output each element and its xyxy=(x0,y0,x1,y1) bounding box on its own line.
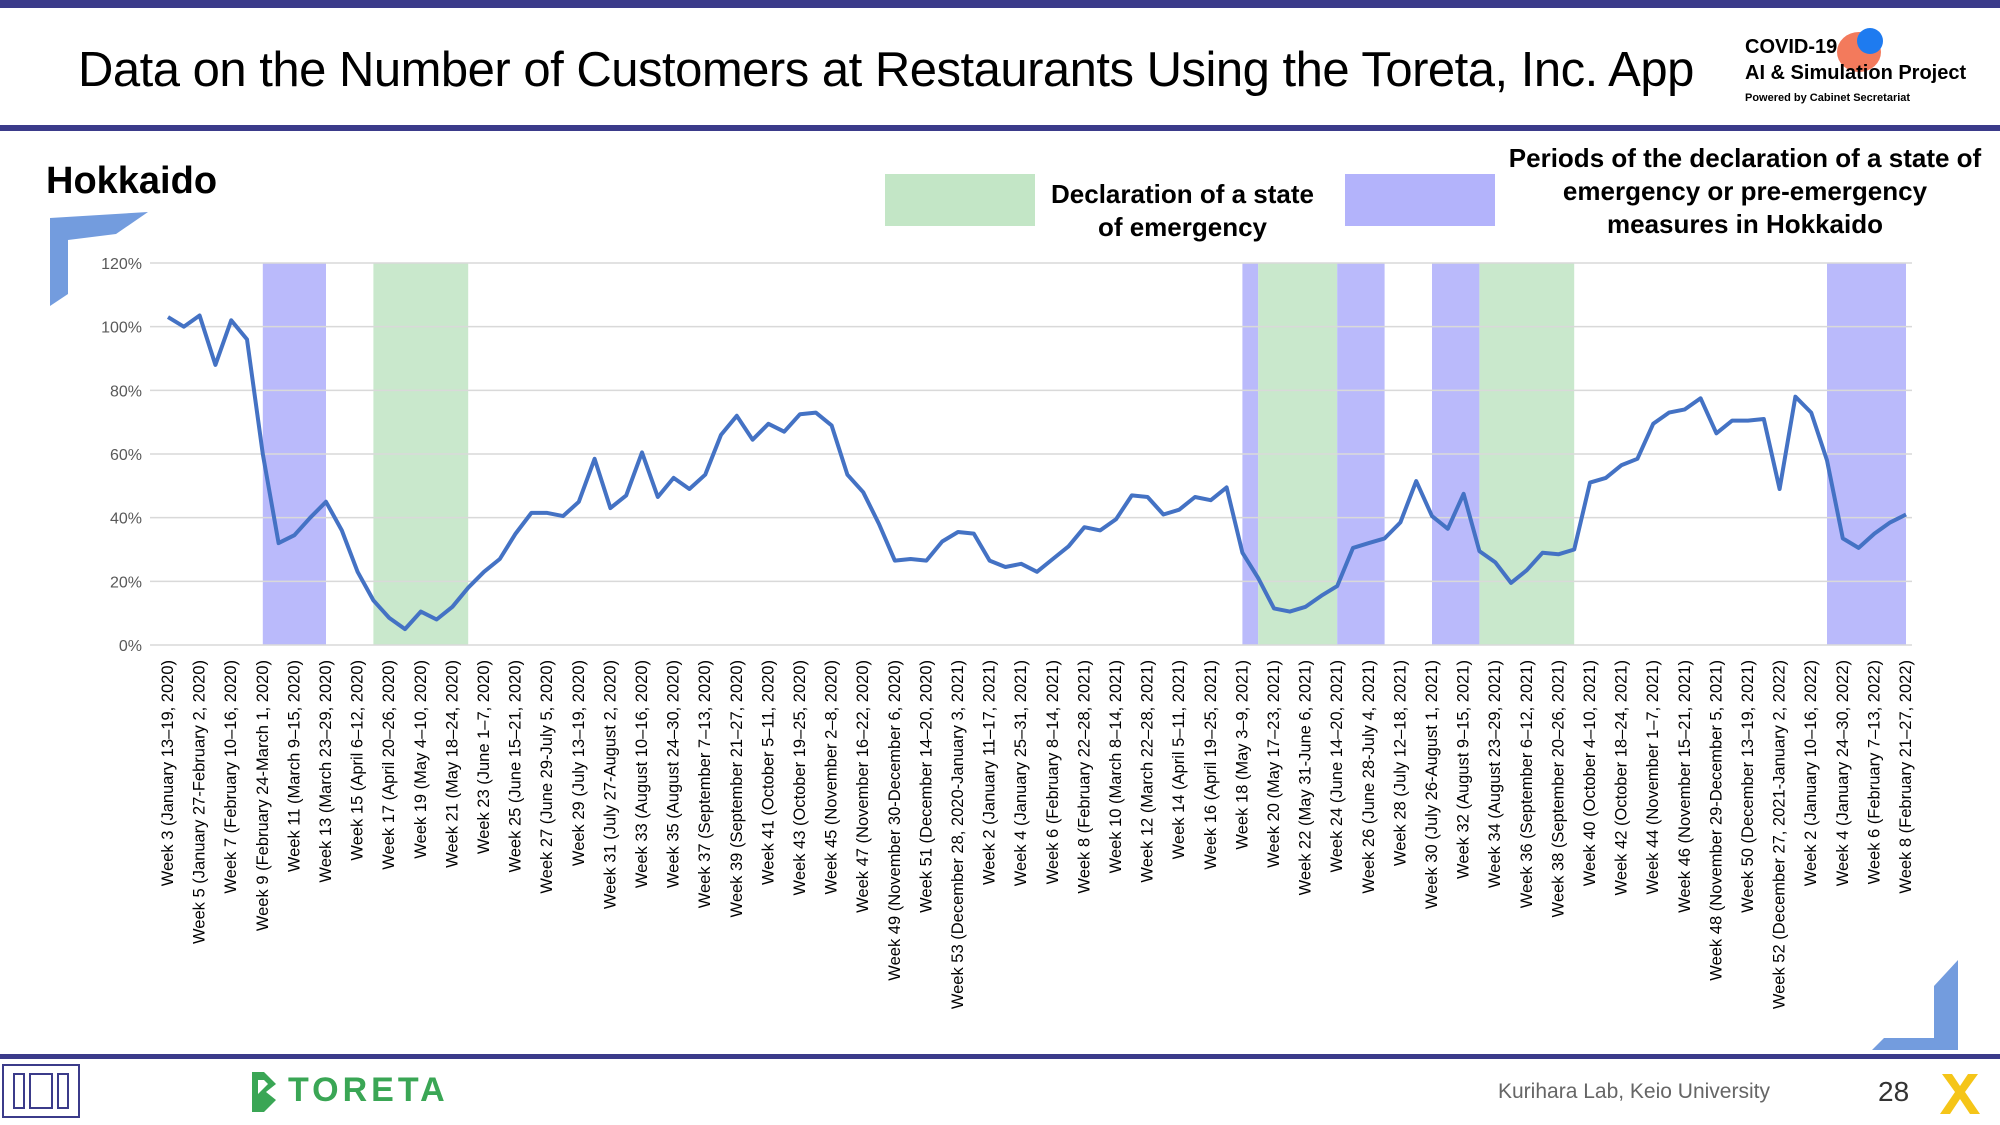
x-tick-label: Week 19 (May 4–10, 2020) xyxy=(412,660,430,859)
x-tick-label: Week 52 (December 27, 2021-January 2, 20… xyxy=(1771,660,1789,1009)
x-tick-label: Week 13 (March 23–29, 2020) xyxy=(317,660,335,883)
x-tick-label: Week 5 (January 27-February 2, 2020) xyxy=(191,660,209,944)
x-tick-label: Week 8 (February 22–28, 2021) xyxy=(1075,660,1093,894)
page-title: Data on the Number of Customers at Resta… xyxy=(78,43,1694,97)
x-tick-label: Week 7 (February 10–16, 2020) xyxy=(222,660,240,894)
x-tick-label: Week 6 (February 8–14, 2021) xyxy=(1044,660,1062,884)
y-tick-label: 60% xyxy=(110,447,142,464)
y-tick-label: 100% xyxy=(101,320,142,337)
logo-line-3: Powered by Cabinet Secretariat xyxy=(1745,92,1911,104)
x-tick-label: Week 24 (June 14–20, 2021) xyxy=(1328,660,1346,873)
x-tick-label: Week 41 (October 5–11, 2020) xyxy=(759,660,777,885)
x-tick-label: Week 46 (November 15–21, 2021) xyxy=(1676,660,1694,913)
x-tick-label: Week 20 (May 17–23, 2021) xyxy=(1265,660,1283,868)
x-tick-label: Week 38 (September 20–26, 2021) xyxy=(1549,660,1567,917)
corner-ornament-top-left xyxy=(50,212,148,306)
project-x-icon xyxy=(1940,1074,1980,1114)
x-tick-label: Week 40 (October 4–10, 2021) xyxy=(1581,660,1599,886)
x-tick-label: Week 17 (April 20–26, 2020) xyxy=(380,660,398,870)
x-tick-label: Week 18 (May 3–9, 2021) xyxy=(1233,660,1251,850)
y-tick-label: 20% xyxy=(110,574,142,591)
x-tick-label: Week 49 (November 30-December 6, 2020) xyxy=(886,660,904,981)
x-tick-label: Week 16 (April 19–25, 2021) xyxy=(1202,660,1220,870)
x-tick-label: Week 8 (February 21–27, 2022) xyxy=(1897,660,1915,894)
legend-pre-emergency-label: Periods of the declaration of a state of… xyxy=(1508,143,1982,239)
x-tick-label: Week 21 (May 18–24, 2020) xyxy=(443,660,461,868)
x-tick-label: Week 43 (October 19–25, 2020) xyxy=(791,660,809,895)
x-tick-label: Week 2 (January 11–17, 2021) xyxy=(981,660,999,885)
x-tick-label: Week 29 (July 13–19, 2020) xyxy=(570,660,588,866)
toreta-mark-icon xyxy=(252,1072,276,1112)
x-tick-label: Week 12 (March 22–28, 2021) xyxy=(1139,660,1157,883)
x-tick-label: Week 26 (June 28-July 4, 2021) xyxy=(1360,660,1378,894)
x-tick-label: Week 45 (November 2–8, 2020) xyxy=(823,660,841,895)
x-tick-label: Week 39 (September 21–27, 2020) xyxy=(728,660,746,917)
lab-logo-icon xyxy=(2,1064,80,1118)
x-tick-label: Week 37 (September 7–13, 2020) xyxy=(696,660,714,908)
y-tick-label: 0% xyxy=(119,638,142,655)
x-tick-label: Week 48 (November 29-December 5, 2021) xyxy=(1707,660,1725,981)
x-tick-label: Week 42 (October 18–24, 2021) xyxy=(1613,660,1631,895)
x-tick-label: Week 36 (September 6–12, 2021) xyxy=(1518,660,1536,908)
x-tick-label: Week 44 (November 1–7, 2021) xyxy=(1644,660,1662,895)
y-tick-label: 40% xyxy=(110,511,142,528)
x-tick-label: Week 53 (December 28, 2020-January 3, 20… xyxy=(949,660,967,1009)
page-number: 28 xyxy=(1878,1076,1910,1107)
x-tick-label: Week 32 (August 9–15, 2021) xyxy=(1455,660,1473,879)
x-tick-label: Week 3 (January 13–19, 2020) xyxy=(159,660,177,886)
logo-blue-dot-icon xyxy=(1857,28,1883,54)
corner-ornament-bottom-right xyxy=(1872,960,1958,1050)
x-tick-label: Week 47 (November 16–22, 2020) xyxy=(854,660,872,913)
x-tick-label: Week 22 (May 31-June 6, 2021) xyxy=(1297,660,1315,895)
x-tick-label: Week 25 (June 15–21, 2020) xyxy=(507,660,525,873)
top-accent-bar xyxy=(0,0,2000,8)
logo-line-1: COVID-19 xyxy=(1745,36,1838,58)
x-tick-label: Week 4 (January 25–31, 2021) xyxy=(1012,660,1030,886)
x-tick-label: Week 15 (April 6–12, 2020) xyxy=(349,660,367,861)
x-tick-label: Week 10 (March 8–14, 2021) xyxy=(1107,660,1125,873)
x-tick-label: Week 4 (January 24–30, 2022) xyxy=(1834,660,1852,886)
legend-pre-emergency-swatch xyxy=(1345,174,1495,226)
title-divider xyxy=(0,125,2000,131)
y-tick-label: 80% xyxy=(110,383,142,400)
x-tick-label: Week 31 (July 27-August 2, 2020) xyxy=(601,660,619,909)
x-tick-label: Week 50 (December 13–19, 2021) xyxy=(1739,660,1757,913)
line-chart: 0% 20% 40% 60% 80% 100% 120% Week 3 (January 1… xyxy=(50,212,1958,1050)
series-line xyxy=(166,313,1907,632)
x-tick-label: Week 27 (June 29-July 5, 2020) xyxy=(538,660,556,894)
logo-line-2: AI & Simulation Project xyxy=(1745,62,1967,84)
footer-divider xyxy=(0,1054,2000,1059)
region-label: Hokkaido xyxy=(46,160,218,202)
covid-project-logo: COVID-19 AI & Simulation Project Powered… xyxy=(1745,28,1985,118)
x-tick-label: Week 23 (June 1–7, 2020) xyxy=(475,660,493,854)
x-tick-label: Week 33 (August 10–16, 2020) xyxy=(633,660,651,888)
y-tick-label: 120% xyxy=(101,256,142,273)
legend-emergency-swatch xyxy=(885,174,1035,226)
x-tick-label: Week 6 (February 7–13, 2022) xyxy=(1865,660,1883,884)
toreta-logo-text: TORETA xyxy=(288,1071,449,1109)
x-tick-label: Week 28 (July 12–18, 2021) xyxy=(1391,660,1409,866)
footer-credit: Kurihara Lab, Keio University xyxy=(1498,1080,1770,1103)
x-tick-label: Week 11 (March 9–15, 2020) xyxy=(285,660,303,872)
x-tick-label: Week 34 (August 23–29, 2021) xyxy=(1486,660,1504,888)
x-tick-label: Week 9 (February 24-March 1, 2020) xyxy=(254,660,272,931)
x-tick-label: Week 51 (December 14–20, 2020) xyxy=(917,660,935,913)
x-tick-label: Week 35 (August 24–30, 2020) xyxy=(665,660,683,888)
x-tick-label: Week 14 (April 5–11, 2021) xyxy=(1170,660,1188,859)
x-tick-label: Week 2 (January 10–16, 2022) xyxy=(1802,660,1820,886)
legend-emergency-label: Declaration of a state of emergency xyxy=(1051,179,1314,242)
x-tick-label: Week 30 (July 26-August 1, 2021) xyxy=(1423,660,1441,909)
